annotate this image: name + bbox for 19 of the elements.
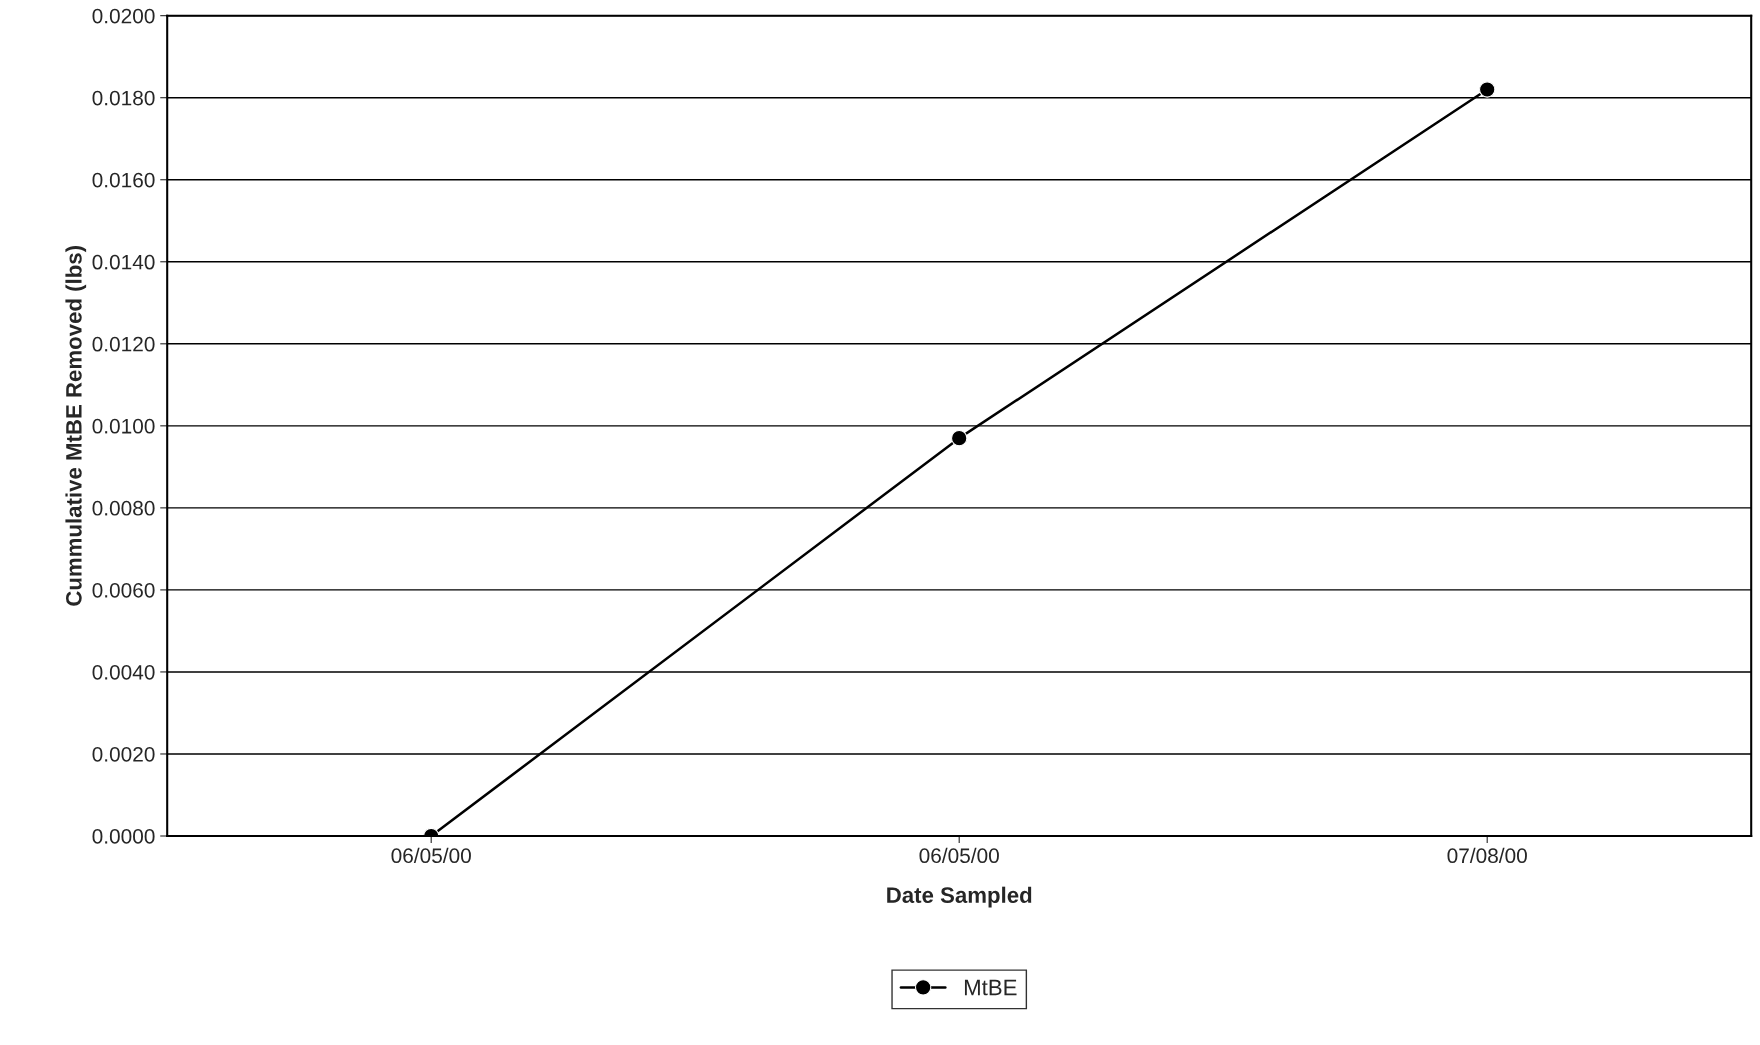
- y-axis-title: Cummulative MtBE Removed (lbs): [65, 246, 87, 606]
- legend-label: MtBE: [964, 979, 1017, 996]
- y-tick-label: 0.0120: [92, 336, 155, 352]
- y-tick-label: 0.0160: [92, 172, 155, 188]
- y-tick-label: 0.0180: [92, 90, 155, 106]
- x-tick-label: 06/05/00: [391, 847, 471, 864]
- y-tick-label: 0.0020: [92, 746, 155, 762]
- point: [951, 429, 968, 447]
- y-tick-label: 0.0060: [92, 582, 155, 598]
- x-tick-label: 07/08/00: [1447, 847, 1527, 864]
- x-tick-label: 06/05/00: [919, 847, 999, 864]
- y-tick-label: 0.0080: [92, 500, 155, 516]
- y-tick-label: 0.0200: [92, 8, 155, 24]
- y-tick-label: 0.0000: [92, 829, 155, 844]
- y-tick-label: 0.0140: [92, 254, 155, 270]
- y-tick-label: 0.0100: [92, 418, 155, 434]
- point: [1479, 81, 1496, 98]
- y-tick-label: 0.0040: [92, 664, 155, 680]
- x-axis-title: Date Sampled: [887, 886, 1032, 908]
